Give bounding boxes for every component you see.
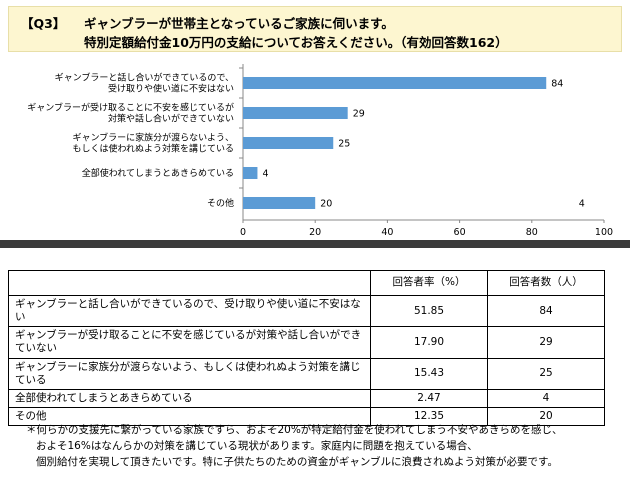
category-label: その他 (207, 197, 234, 209)
section-divider (0, 240, 630, 248)
x-tick-label: 40 (381, 227, 393, 236)
row-count: 20 (487, 406, 605, 427)
category-label: 受け取りや使い道に不安はない (108, 83, 234, 95)
bar-value-label: 4 (262, 169, 268, 180)
footnote-line2: およそ16%はなんらかの対策を講じている現状があります。家庭内に問題を抱えている… (36, 440, 478, 452)
bar (243, 167, 258, 179)
table-row: ギャンブラーに家族分が渡らないよう、もしくは使われぬよう対策を講じている 15.… (8, 357, 605, 390)
stray-value-label: 4 (579, 199, 585, 210)
category-label: ギャンブラーが受け取ることに不安を感じているが (27, 102, 234, 114)
results-table: 回答者率（%） 回答者数（人） ギャンブラーと話し合いができているので、受け取り… (8, 270, 605, 427)
table-row: その他 12.35 20 (8, 406, 605, 427)
table-header-row: 回答者率（%） 回答者数（人） (8, 270, 605, 296)
question-number: 【Q3】 (21, 16, 66, 31)
row-item: 全部使われてしまうとあきらめている (8, 388, 371, 408)
category-label: ギャンブラーに家族分が渡らないよう、 (72, 132, 234, 144)
footnote-line3: 個別給付を実現して頂きたいです。特に子供たちのための資金がギャンブルに浪費されぬ… (36, 456, 558, 468)
bar-value-label: 25 (338, 139, 350, 150)
row-count: 84 (487, 294, 605, 328)
footnote-line1: ＊何らかの支援先に繋がっている家族ですら、およそ20%が特定給付金を使われてしま… (26, 424, 563, 436)
table-row: ギャンブラーと話し合いができているので、受け取りや使い道に不安はない 51.85… (8, 294, 605, 328)
bar-value-label: 84 (551, 79, 563, 90)
category-label: 対策や話し合いができていない (108, 113, 234, 125)
bar (243, 107, 348, 119)
bar-value-label: 29 (353, 109, 365, 120)
question-text-line1: ギャンブラーが世帯主となっているご家族に伺います。 (84, 16, 394, 31)
table-row: ギャンブラーが受け取ることに不安を感じているが対策や話し合いができていない 17… (8, 326, 605, 359)
header-rate: 回答者率（%） (370, 270, 488, 296)
x-tick-label: 0 (240, 227, 246, 236)
x-tick-label: 60 (454, 227, 466, 236)
row-item: その他 (8, 406, 371, 427)
bar-chart: 0 20 40 60 80 100 ギャンブラーと話し合いができているので、受け取りや使い道… (27, 64, 613, 236)
bar (243, 197, 316, 209)
question-text-line2: 特別定額給付金10万円の支給についてお答えください。（有効回答数162） (84, 35, 508, 50)
table-row: 全部使われてしまうとあきらめている 2.47 4 (8, 388, 605, 408)
question-header: 【Q3】 ギャンブラーが世帯主となっているご家族に伺います。 特別定額給付金10… (8, 6, 622, 52)
x-tick-label: 20 (309, 227, 321, 236)
row-count: 4 (487, 388, 605, 408)
row-item: ギャンブラーに家族分が渡らないよう、もしくは使われぬよう対策を講じている (8, 357, 371, 390)
row-rate: 2.47 (370, 388, 488, 408)
row-rate: 15.43 (370, 357, 488, 390)
header-count: 回答者数（人） (487, 270, 605, 296)
row-count: 29 (487, 326, 605, 359)
bar-value-label: 20 (320, 199, 332, 210)
header-item (8, 270, 371, 296)
category-label: 全部使われてしまうとあきらめている (82, 167, 234, 179)
x-tick-label: 80 (526, 227, 538, 236)
row-count: 25 (487, 357, 605, 390)
category-label: ギャンブラーと話し合いができているので、 (55, 72, 234, 84)
x-tick-label: 100 (595, 227, 613, 236)
bar (243, 137, 334, 149)
row-rate: 51.85 (370, 294, 488, 328)
bar (243, 77, 547, 89)
row-item: ギャンブラーが受け取ることに不安を感じているが対策や話し合いができていない (8, 326, 371, 359)
row-rate: 17.90 (370, 326, 488, 359)
category-label: もしくは使われぬよう対策を講じている (72, 143, 234, 155)
row-item: ギャンブラーと話し合いができているので、受け取りや使い道に不安はない (8, 294, 371, 328)
